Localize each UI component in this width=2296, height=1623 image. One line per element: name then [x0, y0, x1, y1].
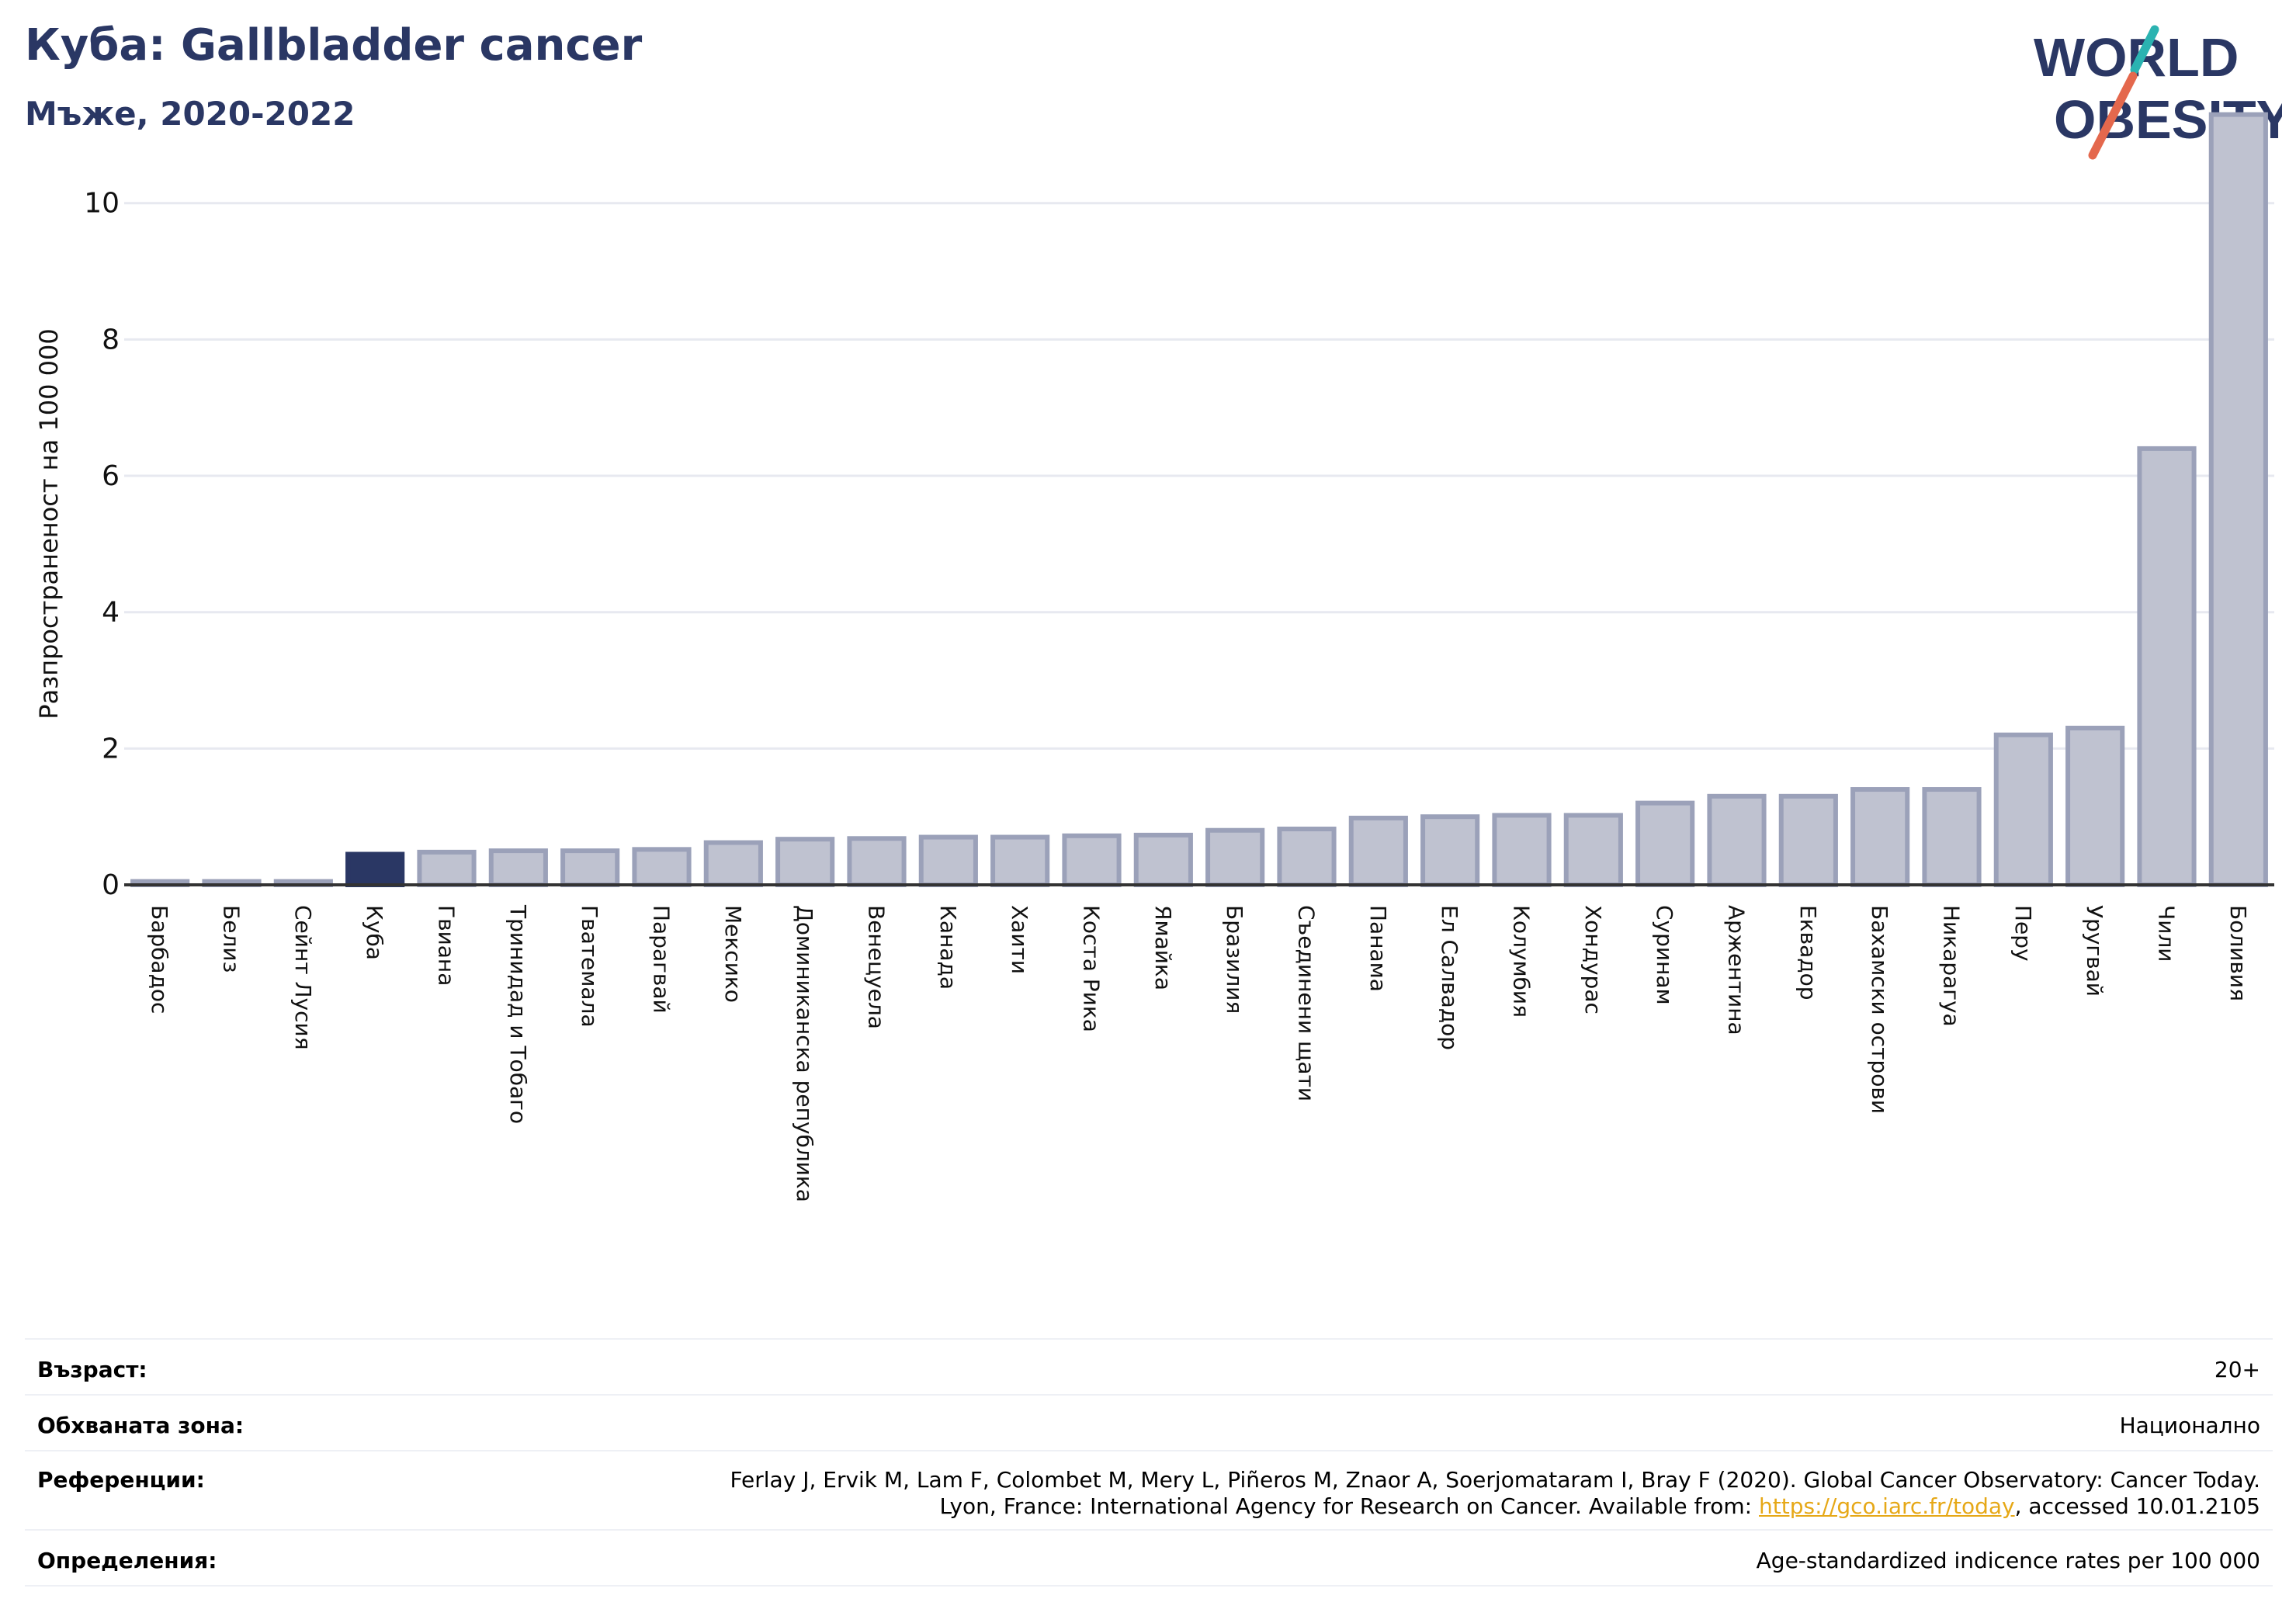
bar	[2208, 112, 2268, 887]
x-tick-label: Съединени щати	[1294, 905, 1320, 1101]
x-tick-label: Никарагуа	[1939, 905, 1965, 1027]
x-tick-label: Венецуела	[864, 905, 890, 1029]
bar	[417, 849, 477, 888]
y-tick-label: 10	[84, 188, 120, 220]
bar	[918, 834, 978, 887]
y-tick-label: 6	[102, 460, 120, 492]
x-tick-label: Боливия	[2225, 905, 2251, 1001]
x-tick-label: Тринидад и Тобаго	[505, 904, 531, 1124]
x-tick-label: Куба	[362, 905, 387, 960]
chart-subtitle: Мъже, 2020-2022	[25, 95, 355, 133]
bar	[1492, 813, 1552, 887]
references-line-2-pre: Lyon, France: International Agency for R…	[939, 1493, 1759, 1519]
bar	[1778, 793, 1838, 887]
x-tick-label: Бразилия	[1222, 905, 1247, 1014]
references-link[interactable]: https://gco.iarc.fr/today	[1759, 1493, 2015, 1519]
info-row-references: Референции: Ferlay J, Ervik M, Lam F, Co…	[25, 1450, 2273, 1529]
references-label: Референции:	[37, 1467, 205, 1493]
bar	[990, 834, 1050, 887]
coverage-label: Обхваната зона:	[37, 1413, 245, 1438]
y-tick-label: 4	[102, 597, 120, 629]
x-tick-label: Аржентина	[1724, 905, 1750, 1035]
bar	[703, 840, 763, 888]
bar	[2137, 446, 2197, 887]
x-tick-label: Чили	[2154, 905, 2180, 962]
bar	[1420, 814, 1480, 888]
info-row-coverage: Обхваната зона: Национално	[25, 1394, 2273, 1450]
bar	[1205, 827, 1265, 888]
bar	[775, 837, 835, 887]
logo-slash-teal	[2130, 25, 2159, 75]
references-line-2-post: , accessed 10.01.2105	[2014, 1493, 2260, 1519]
x-tick-label: Доминиканска република	[792, 905, 817, 1202]
bar	[1635, 800, 1695, 887]
x-tick-label: Сейнт Лусия	[290, 905, 316, 1050]
bar	[1922, 787, 1982, 887]
bar	[488, 848, 548, 887]
world-obesity-logo: WORLD OBESITY	[2034, 25, 2282, 160]
x-tick-label: Колумбия	[1509, 905, 1535, 1018]
age-value: 20+	[2214, 1357, 2260, 1382]
info-row-age: Възраст: 20+	[25, 1338, 2273, 1394]
x-tick-label: Хондурас	[1580, 905, 1606, 1014]
age-label: Възраст:	[37, 1357, 147, 1382]
x-tick-label: Уругвай	[2082, 905, 2107, 997]
info-table: Възраст: 20+ Обхваната зона: Национално …	[25, 1338, 2273, 1587]
x-tick-label: Парагвай	[649, 905, 675, 1014]
bar	[2065, 726, 2125, 887]
x-tick-label: Канада	[935, 905, 961, 990]
y-tick-label: 2	[102, 733, 120, 765]
bar-chart: 0 2 4 6 8 10 Разпространеност на 100 000 Барбад…	[34, 112, 2274, 1202]
bar	[632, 847, 692, 888]
definitions-value: Age-standardized indicence rates per 100…	[1756, 1548, 2260, 1573]
bar	[1277, 826, 1337, 888]
references-line-2: Lyon, France: International Agency for R…	[730, 1493, 2260, 1520]
x-tick-label: Перу	[2010, 905, 2036, 962]
bar	[1348, 815, 1408, 887]
bar	[560, 848, 620, 887]
bar	[1707, 793, 1767, 887]
references-line-1: Ferlay J, Ervik M, Lam F, Colombet M, Me…	[730, 1467, 2260, 1493]
logo-slash-red	[2088, 71, 2138, 160]
x-tick-label: Хаити	[1007, 905, 1032, 974]
x-tick-label: Еквадор	[1795, 905, 1821, 1001]
bar	[1563, 813, 1623, 887]
bar	[847, 836, 907, 888]
chart-title: Куба: Gallbladder cancer	[25, 20, 643, 71]
x-tick-label: Гвиана	[434, 905, 460, 986]
x-tick-label: Ямайка	[1150, 905, 1176, 990]
y-tick-label: 8	[102, 324, 120, 355]
references-value: Ferlay J, Ervik M, Lam F, Colombet M, Me…	[730, 1467, 2260, 1520]
bar	[345, 851, 405, 888]
bar	[1133, 832, 1193, 888]
x-tick-label: Панама	[1365, 905, 1391, 992]
x-tick-label: Бахамски острови	[1867, 905, 1892, 1114]
definitions-label: Определения:	[37, 1548, 217, 1573]
x-tick-label: Мексико	[720, 905, 746, 1003]
bar	[1993, 732, 2053, 887]
coverage-value: Национално	[2119, 1413, 2260, 1438]
y-axis-label: Разпространеност на 100 000	[34, 328, 64, 719]
x-tick-label: Суринам	[1652, 905, 1677, 1005]
bar	[1062, 833, 1122, 888]
x-tick-label: Барбадос	[147, 905, 172, 1014]
bar	[1850, 787, 1910, 887]
y-tick-label: 0	[102, 869, 120, 901]
x-tick-label: Белиз	[219, 905, 245, 973]
x-tick-label: Гватемала	[577, 905, 602, 1028]
x-tick-label: Коста Рика	[1079, 905, 1105, 1032]
info-row-definitions: Определения: Age-standardized indicence …	[25, 1529, 2273, 1587]
x-tick-label: Ел Салвадор	[1437, 905, 1462, 1050]
